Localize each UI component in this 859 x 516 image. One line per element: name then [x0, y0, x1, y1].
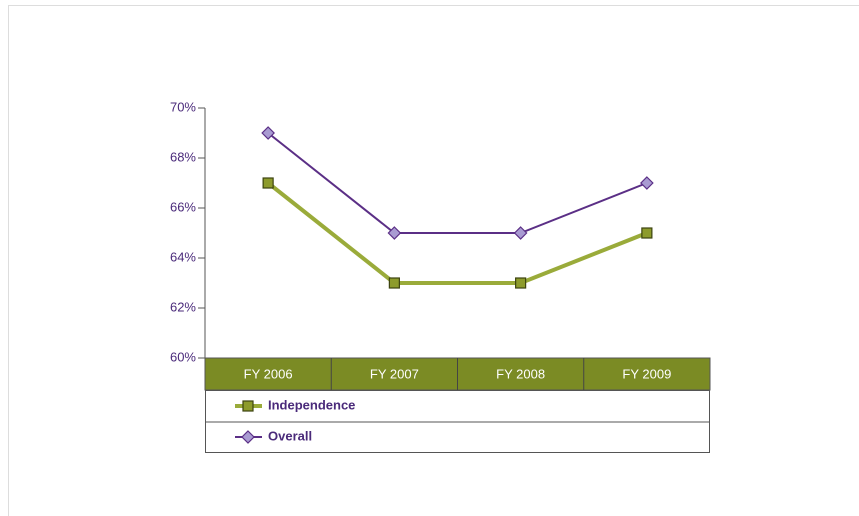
y-tick-label: 62% [170, 299, 196, 314]
y-tick-label: 60% [170, 349, 196, 364]
y-tick-label: 64% [170, 249, 196, 264]
point [388, 277, 400, 289]
frame [8, 5, 859, 516]
x-tick-label: FY 2009 [622, 366, 671, 381]
y-tick-label: 70% [170, 99, 196, 114]
y-tick-label: 68% [170, 149, 196, 164]
point [515, 277, 527, 289]
point [262, 177, 274, 189]
x-tick-label: FY 2006 [244, 366, 293, 381]
legend-label: Independence [268, 397, 355, 412]
x-tick-label: FY 2007 [370, 366, 419, 381]
legend-label: Overall [268, 428, 312, 443]
x-tick-label: FY 2008 [496, 366, 545, 381]
point [513, 226, 528, 240]
point [640, 176, 654, 190]
series-line [266, 181, 648, 285]
point [641, 227, 653, 239]
point [261, 126, 275, 140]
legend-marker [242, 400, 254, 412]
point [387, 226, 402, 240]
legend-marker [241, 430, 255, 444]
series-line [267, 132, 648, 234]
y-tick-label: 66% [170, 199, 196, 214]
